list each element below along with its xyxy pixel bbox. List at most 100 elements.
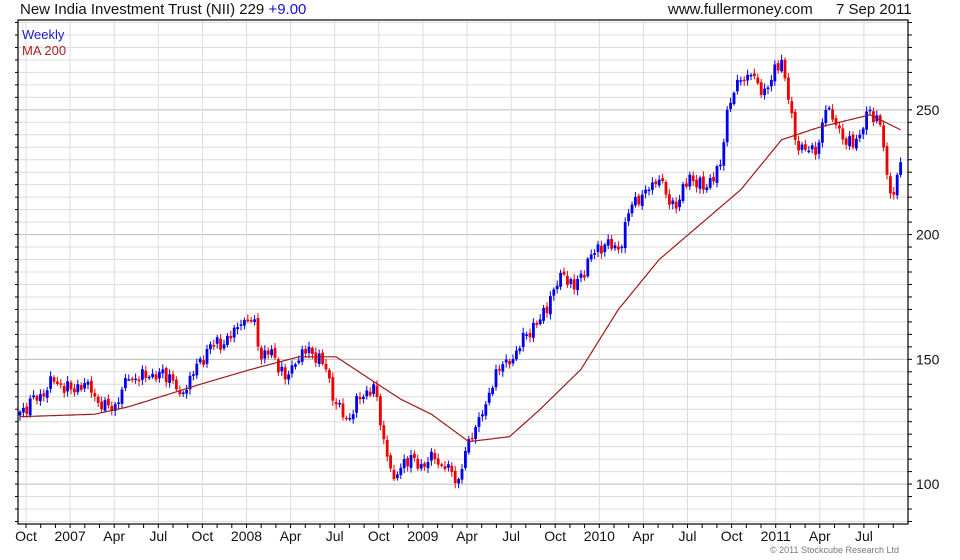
bar-up [824, 109, 828, 124]
y-tick-label: 150 [916, 351, 940, 367]
bar-down [266, 350, 270, 355]
bar-up [253, 319, 256, 322]
bar-down [283, 367, 287, 380]
bar-up [848, 136, 851, 147]
title-text: New India Investment Trust (NII) 229 [20, 1, 265, 18]
bar-down [93, 393, 97, 397]
x-tick-label: Oct [15, 528, 37, 544]
bar-up [338, 402, 341, 405]
bar-up [576, 278, 579, 291]
bar-down [202, 360, 205, 365]
bar-down [171, 374, 175, 381]
bar-up [28, 398, 32, 416]
x-tick-label: Apr [456, 528, 478, 544]
bar-up [467, 439, 471, 453]
bar-up [232, 327, 236, 338]
bar-down [691, 175, 695, 182]
bar-down [69, 382, 73, 390]
bar-down [277, 359, 280, 373]
bar-up [239, 324, 243, 326]
bar-up [243, 320, 246, 326]
bar-up [749, 74, 753, 77]
bar-down [498, 369, 501, 371]
bar-up [613, 245, 617, 249]
bar-up [623, 222, 627, 249]
bar-down [759, 82, 763, 95]
bar-down [776, 63, 780, 71]
x-tick-label: 2010 [584, 528, 615, 544]
bar-up [827, 107, 831, 110]
bar-up [644, 189, 647, 194]
bar-up [705, 187, 709, 191]
x-tick-label: Apr [103, 528, 125, 544]
bar-down [661, 178, 664, 182]
bar-down [436, 458, 440, 465]
bar-down [52, 377, 56, 382]
bar-up [365, 390, 369, 397]
bar-up [501, 364, 505, 372]
bar-down [273, 348, 277, 358]
bar-down [889, 176, 892, 194]
x-tick-label: Jul [326, 528, 344, 544]
y-tick-label: 250 [916, 102, 940, 118]
weekly-bars [18, 54, 902, 489]
bar-down [311, 348, 314, 354]
bar-down [695, 179, 698, 188]
bar-up [766, 87, 770, 90]
x-tick-label: Jul [679, 528, 697, 544]
bar-down [331, 377, 335, 401]
bar-up [151, 373, 154, 378]
bar-down [79, 385, 83, 390]
x-tick-label: Oct [721, 528, 743, 544]
bar-down [423, 463, 426, 467]
bar-down [433, 452, 437, 460]
bar-up [22, 407, 25, 413]
bar-up [402, 459, 406, 469]
axes: 100 150 200 250 Oct 2007 Apr Jul Oct 2008 Apr Jul Oc… [15, 21, 940, 544]
bar-down [831, 109, 834, 120]
bar-up [698, 177, 702, 189]
bar-down [321, 352, 324, 364]
bar-up [858, 134, 862, 139]
bar-up [525, 334, 528, 336]
bar-up [722, 142, 726, 166]
bar-up [569, 279, 573, 284]
bar-up [732, 92, 736, 105]
bar-down [545, 306, 549, 314]
bar-up [603, 244, 607, 253]
bar-up [596, 244, 600, 253]
ma-200-line [20, 114, 901, 443]
bar-down [137, 379, 141, 382]
bar-down [56, 381, 59, 384]
bar-down [73, 388, 76, 393]
legend-ma-200: MA 200 [22, 43, 67, 58]
chart-title: New India Investment Trust (NII) 229 +9.… [20, 1, 306, 18]
bar-up [355, 396, 358, 413]
bar-up [263, 350, 267, 359]
bar-up [899, 162, 902, 175]
bar-down [528, 333, 532, 338]
bar-up [817, 142, 821, 154]
bar-down [834, 118, 838, 125]
bar-up [307, 346, 311, 354]
bar-down [368, 391, 372, 396]
bar-down [246, 319, 250, 322]
x-tick-label: Apr [280, 528, 302, 544]
bar-down [790, 101, 794, 114]
bar-up [236, 327, 239, 330]
x-tick-label: Jul [502, 528, 520, 544]
bar-down [450, 465, 454, 472]
bar-up [222, 344, 226, 349]
bar-down [851, 134, 855, 148]
bar-down [42, 393, 46, 397]
bar-up [83, 383, 86, 389]
bar-down [229, 335, 233, 339]
bar-up [457, 479, 460, 484]
bar-down [107, 398, 110, 406]
bar-up [161, 369, 165, 374]
bar-up [861, 128, 865, 135]
bar-up [651, 182, 654, 190]
bar-up [763, 88, 766, 96]
bar-down [175, 379, 178, 390]
